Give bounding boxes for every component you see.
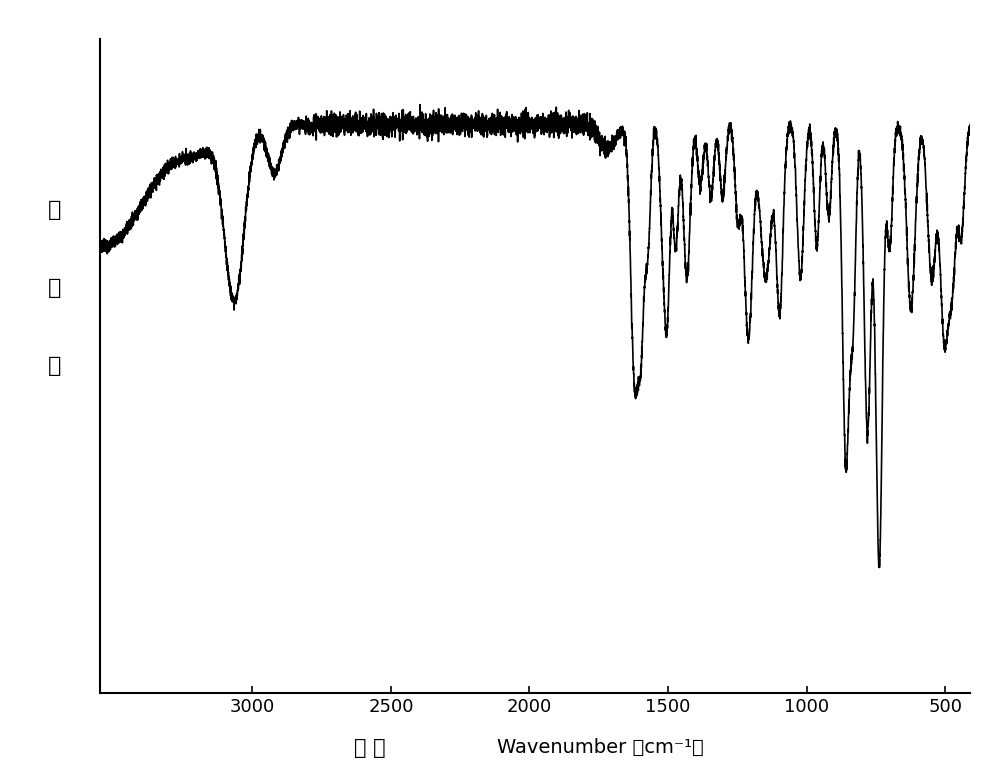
Text: 波 数: 波 数 xyxy=(354,738,386,758)
Text: Wavenumber （cm⁻¹）: Wavenumber （cm⁻¹） xyxy=(497,738,703,757)
Text: 射: 射 xyxy=(48,278,62,298)
Text: 率: 率 xyxy=(48,356,62,376)
Text: 透: 透 xyxy=(48,200,62,220)
